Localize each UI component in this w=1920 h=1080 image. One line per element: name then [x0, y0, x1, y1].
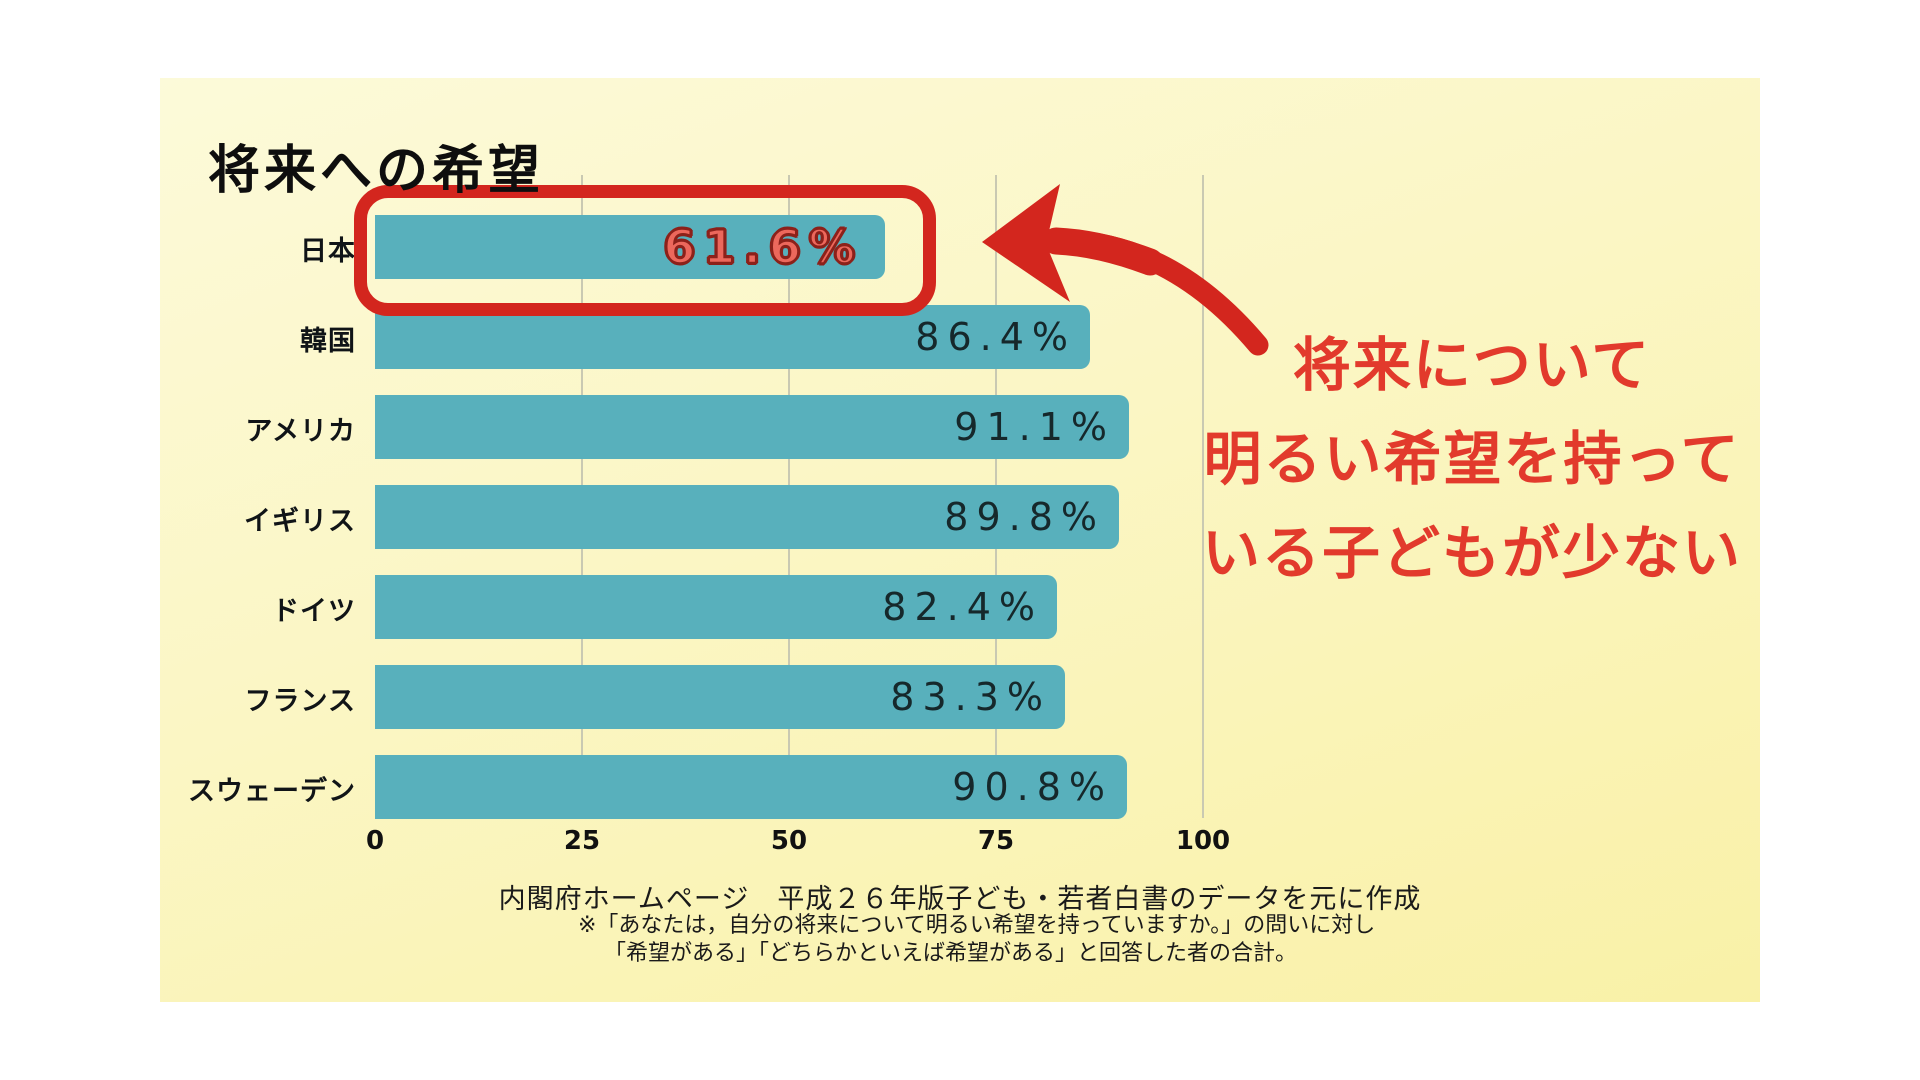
gridline [1202, 175, 1204, 818]
chart-row: 日本 61.6% [0, 215, 1920, 279]
annotation-line: 明るい希望を持って [1203, 425, 1741, 493]
value-label: 83.3% [890, 675, 1051, 719]
chart-row: アメリカ 91.1% [0, 395, 1920, 459]
chart-row: イギリス 89.8% [0, 485, 1920, 549]
footnote-line: 「希望がある」「どちらかといえば希望がある」と回答した者の合計。 [604, 941, 1298, 966]
highlight-box [354, 185, 936, 316]
value-label: 89.8% [944, 495, 1105, 539]
bar: 89.8% [375, 485, 1119, 549]
annotation-text: 将来について 明るい希望を持って いる子どもが少ない [1170, 318, 1774, 600]
bar: 91.1% [375, 395, 1129, 459]
category-label: 日本 [300, 236, 356, 267]
x-tick-label: 75 [977, 826, 1015, 856]
source-text: 内閣府ホームページ 平成２６年版子ども・若者白書のデータを元に作成 [498, 884, 1422, 915]
value-label: 90.8% [952, 765, 1113, 809]
annotation-line: いる子どもが少ない [1201, 519, 1742, 587]
annotation-line: 将来について [1292, 331, 1652, 399]
x-tick-label: 0 [365, 826, 385, 856]
category-label: スウェーデン [188, 776, 356, 807]
category-label: 韓国 [300, 326, 356, 357]
value-label: 82.4% [882, 585, 1043, 629]
bar: 61.6% [375, 215, 885, 279]
bar: 90.8% [375, 755, 1127, 819]
value-label: 61.6% [662, 219, 863, 276]
x-tick-label: 25 [563, 826, 601, 856]
chart-title: 将来への希望 [208, 141, 545, 201]
bar: 82.4% [375, 575, 1057, 639]
footnote: ※「あなたは，自分の将来について明るい希望を持っていますか。」の問いに対し 「希… [578, 912, 1375, 968]
footnote-line: ※「あなたは，自分の将来について明るい希望を持っていますか。」の問いに対し [578, 913, 1376, 938]
chart-row: フランス 83.3% [0, 665, 1920, 729]
bar: 83.3% [375, 665, 1065, 729]
category-label: フランス [244, 686, 356, 717]
x-tick-label: 100 [1175, 826, 1231, 856]
x-tick-label: 50 [770, 826, 808, 856]
category-label: イギリス [244, 506, 356, 537]
value-label: 86.4% [915, 315, 1076, 359]
category-label: アメリカ [245, 416, 356, 447]
category-label: ドイツ [272, 596, 356, 627]
chart-row: スウェーデン 90.8% [0, 755, 1920, 819]
chart-row: ドイツ 82.4% [0, 575, 1920, 639]
value-label: 91.1% [954, 405, 1115, 449]
